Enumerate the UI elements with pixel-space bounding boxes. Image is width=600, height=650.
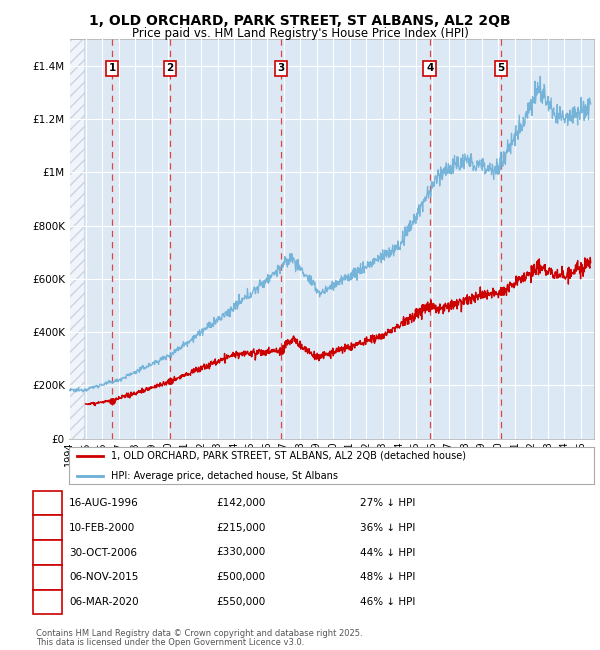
Text: 4: 4 bbox=[44, 572, 51, 582]
Text: This data is licensed under the Open Government Licence v3.0.: This data is licensed under the Open Gov… bbox=[36, 638, 304, 647]
Text: £330,000: £330,000 bbox=[216, 547, 265, 558]
Text: 5: 5 bbox=[497, 63, 505, 73]
Text: 48% ↓ HPI: 48% ↓ HPI bbox=[360, 572, 415, 582]
Text: £215,000: £215,000 bbox=[216, 523, 265, 533]
Bar bbox=[69, 39, 84, 439]
Text: 46% ↓ HPI: 46% ↓ HPI bbox=[360, 597, 415, 607]
Text: 36% ↓ HPI: 36% ↓ HPI bbox=[360, 523, 415, 533]
Text: Contains HM Land Registry data © Crown copyright and database right 2025.: Contains HM Land Registry data © Crown c… bbox=[36, 629, 362, 638]
Text: £142,000: £142,000 bbox=[216, 498, 265, 508]
Text: £500,000: £500,000 bbox=[216, 572, 265, 582]
Text: 5: 5 bbox=[44, 597, 51, 607]
Text: 27% ↓ HPI: 27% ↓ HPI bbox=[360, 498, 415, 508]
Text: 06-MAR-2020: 06-MAR-2020 bbox=[69, 597, 139, 607]
Text: Price paid vs. HM Land Registry's House Price Index (HPI): Price paid vs. HM Land Registry's House … bbox=[131, 27, 469, 40]
Text: 1: 1 bbox=[44, 498, 51, 508]
Text: 1, OLD ORCHARD, PARK STREET, ST ALBANS, AL2 2QB: 1, OLD ORCHARD, PARK STREET, ST ALBANS, … bbox=[89, 14, 511, 29]
Text: 2: 2 bbox=[166, 63, 173, 73]
Text: 1: 1 bbox=[109, 63, 116, 73]
Text: 06-NOV-2015: 06-NOV-2015 bbox=[69, 572, 139, 582]
Text: 16-AUG-1996: 16-AUG-1996 bbox=[69, 498, 139, 508]
Text: 44% ↓ HPI: 44% ↓ HPI bbox=[360, 547, 415, 558]
Text: 3: 3 bbox=[277, 63, 284, 73]
Text: 2: 2 bbox=[44, 523, 51, 533]
Text: £550,000: £550,000 bbox=[216, 597, 265, 607]
Text: 1, OLD ORCHARD, PARK STREET, ST ALBANS, AL2 2QB (detached house): 1, OLD ORCHARD, PARK STREET, ST ALBANS, … bbox=[111, 451, 466, 461]
Text: 10-FEB-2000: 10-FEB-2000 bbox=[69, 523, 135, 533]
Text: HPI: Average price, detached house, St Albans: HPI: Average price, detached house, St A… bbox=[111, 471, 338, 481]
Text: 30-OCT-2006: 30-OCT-2006 bbox=[69, 547, 137, 558]
Text: 4: 4 bbox=[426, 63, 433, 73]
Text: 3: 3 bbox=[44, 547, 51, 558]
